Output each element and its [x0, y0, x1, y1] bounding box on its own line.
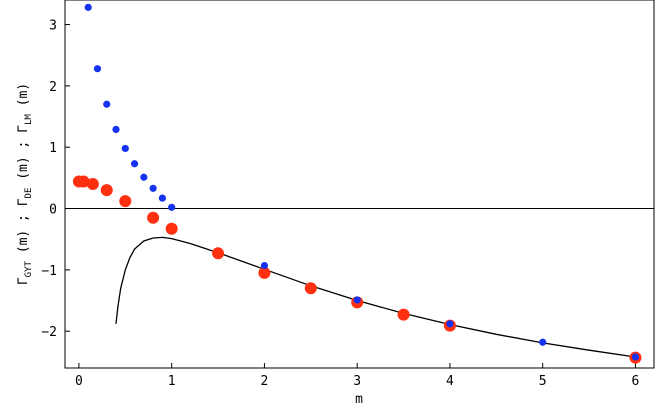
lm-point: [168, 203, 176, 211]
lm-point: [353, 296, 361, 304]
lm-point: [260, 261, 269, 270]
y-tick-label: 1: [49, 141, 57, 156]
de-point: [100, 184, 113, 197]
lm-point: [140, 173, 148, 181]
tick-group: 0 1 2 3 4 5 6 −2 −1 0 1 2 3: [41, 19, 639, 389]
lm-point: [112, 125, 120, 134]
gyt-curve: [115, 236, 636, 358]
de-point: [77, 175, 90, 188]
lm-point: [130, 160, 139, 168]
lm-point: [631, 353, 640, 361]
x-tick-label: 1: [168, 374, 176, 389]
x-tick-label: 4: [446, 374, 454, 389]
de-point: [147, 211, 160, 224]
y-axis-title: ΓGYT (m) ; ΓDE (m) ; ΓLM (m): [16, 83, 34, 285]
lm-point: [158, 194, 166, 202]
de-point: [397, 308, 410, 321]
lm-point: [121, 144, 129, 153]
x-tick-label: 6: [632, 374, 640, 389]
lm-point: [103, 100, 111, 108]
y-tick-label: 2: [49, 80, 57, 95]
data-points: [72, 3, 642, 364]
x-tick-label: 2: [261, 374, 269, 389]
y-tick-label: 3: [49, 19, 57, 34]
y-tick-label: 0: [49, 203, 57, 218]
y-tick-label: −2: [41, 325, 57, 340]
x-axis-title: m: [355, 392, 363, 407]
lm-point: [539, 338, 547, 346]
plot-frame: [64, 0, 655, 369]
de-point: [212, 247, 225, 260]
y-tick-label: −1: [41, 264, 57, 279]
de-point: [165, 222, 178, 235]
x-tick-label: 3: [353, 374, 361, 389]
lm-point: [446, 320, 454, 328]
svg-text:ΓGYT (m) ; ΓDE (m) ; ΓLM (: ΓGYT (m) ; ΓDE (m) ; ΓLM (m): [16, 83, 34, 285]
lm-point: [93, 65, 102, 73]
de-point: [119, 195, 132, 208]
de-point: [258, 266, 271, 279]
lm-point: [149, 184, 157, 192]
x-tick-label: 0: [75, 374, 83, 389]
de-point: [304, 282, 317, 295]
x-tick-label: 5: [539, 374, 547, 389]
lm-point: [84, 3, 92, 11]
de-point: [86, 178, 99, 190]
